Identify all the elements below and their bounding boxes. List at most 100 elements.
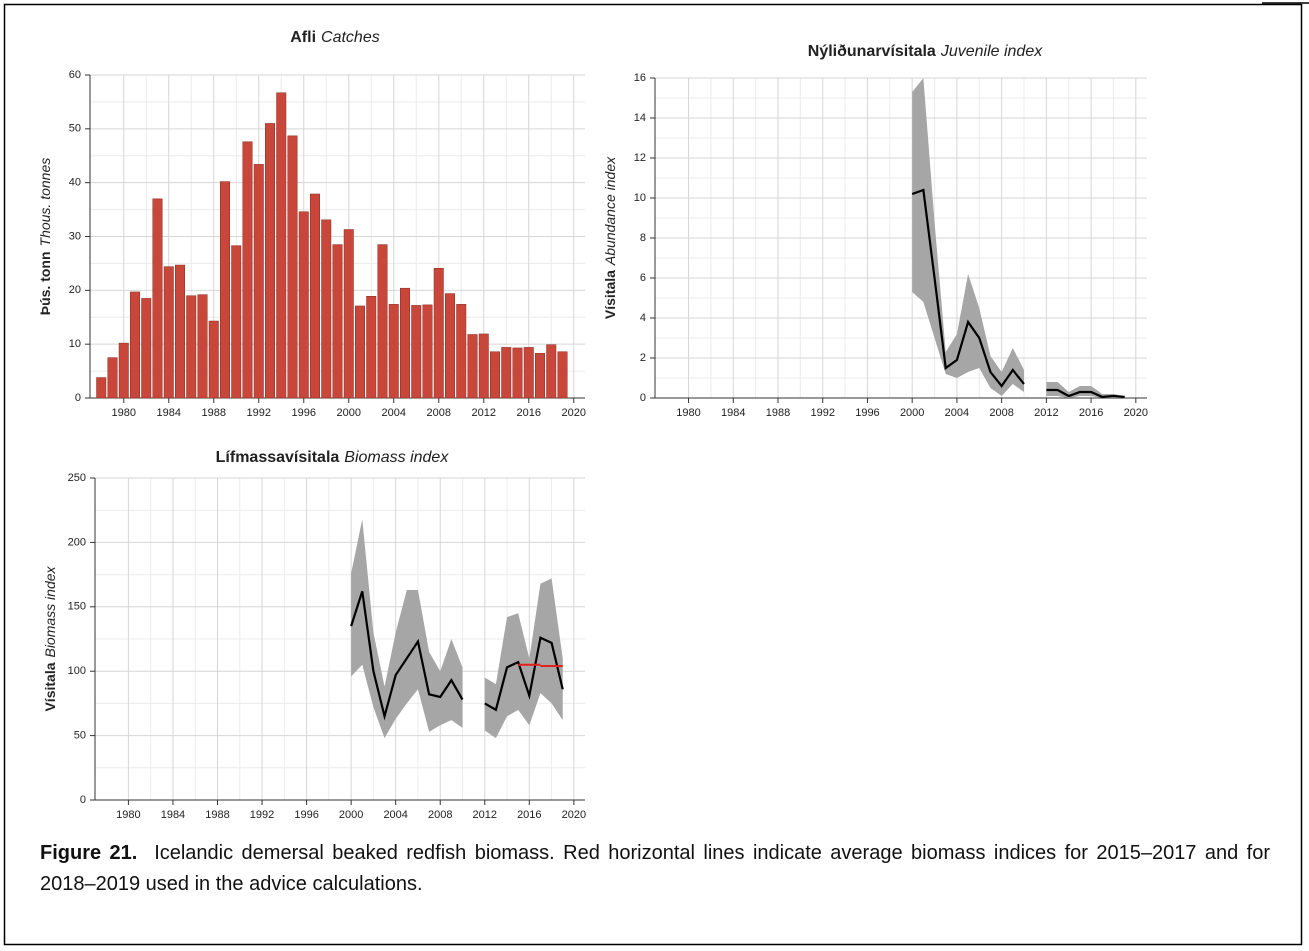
bar (186, 295, 197, 399)
x-tick-label: 2012 (473, 809, 497, 821)
bar (377, 244, 388, 399)
y-axis-label: Vísitala Biomass index (42, 565, 58, 711)
bar (557, 351, 568, 399)
bar (433, 268, 444, 399)
caption-text: Icelandic demersal beaked redfish biomas… (40, 842, 1270, 895)
chart-title: Lífmassavísitala Biomass index (216, 449, 450, 466)
x-tick-label: 1992 (250, 809, 274, 821)
bar (287, 135, 298, 399)
bar (107, 357, 118, 399)
y-axis-label-en: Abundance index (602, 156, 618, 266)
frame (3, 3, 1303, 946)
x-tick-label: 1988 (766, 407, 790, 419)
x-tick-label: 2020 (562, 407, 586, 419)
y-tick-label: 0 (640, 392, 646, 404)
bar (208, 320, 219, 399)
x-tick-label: 1984 (721, 407, 745, 419)
caption-label: Figure 21. (40, 842, 138, 864)
bar (253, 164, 264, 399)
confidence-band (351, 519, 463, 739)
confidence-band (484, 578, 563, 739)
y-tick-label: 60 (69, 69, 81, 81)
bar (422, 304, 433, 399)
bar (265, 123, 275, 399)
chart-title-en: Catches (321, 29, 380, 46)
x-tick-label: 2004 (383, 809, 407, 821)
x-tick-label: 1984 (161, 809, 185, 821)
y-axis-label-main: Vísitala (42, 662, 58, 711)
y-tick-label: 12 (634, 152, 646, 164)
bar (321, 219, 332, 399)
y-tick-label: 200 (68, 536, 86, 548)
chart-title: Nýliðunarvísitala Juvenile index (808, 43, 1043, 60)
y-tick-label: 10 (634, 192, 646, 204)
y-tick-label: 30 (69, 230, 81, 242)
x-tick-label: 2000 (900, 407, 924, 419)
bar (355, 305, 365, 399)
y-tick-label: 0 (75, 392, 81, 404)
bar (490, 351, 500, 399)
bar (141, 298, 152, 399)
y-tick-label: 50 (74, 730, 86, 742)
y-tick-label: 4 (640, 312, 646, 324)
bar (535, 353, 545, 399)
x-tick-label: 1980 (116, 809, 140, 821)
bar (231, 245, 242, 399)
y-tick-label: 250 (68, 472, 86, 484)
x-tick-label: 1988 (202, 407, 226, 419)
y-axis-label-en: Thous. tonnes (37, 158, 53, 247)
x-tick-label: 1996 (292, 407, 316, 419)
y-axis-label-main: Vísitala (602, 270, 618, 319)
bar (163, 266, 174, 399)
index-line (484, 636, 564, 712)
bar (175, 264, 185, 399)
y-tick-label: 50 (69, 123, 81, 135)
x-tick-label: 1988 (205, 809, 229, 821)
x-tick-label: 1980 (676, 407, 700, 419)
bar (512, 347, 523, 399)
x-tick-label: 2012 (1034, 407, 1058, 419)
y-axis-label-en: Biomass index (42, 565, 58, 657)
bar (276, 92, 287, 399)
bar (332, 244, 343, 399)
caption: Figure 21. Icelandic demersal beaked red… (40, 838, 1270, 900)
y-tick-label: 0 (80, 794, 86, 806)
bar (523, 347, 534, 399)
x-tick-label: 1992 (810, 407, 834, 419)
y-axis-label: Vísitala Abundance index (602, 156, 618, 319)
y-tick-label: 40 (69, 177, 81, 189)
x-tick-label: 1980 (112, 407, 136, 419)
y-tick-label: 20 (69, 284, 81, 296)
y-tick-label: 16 (634, 72, 646, 84)
x-tick-label: 2004 (945, 407, 969, 419)
x-tick-label: 1996 (294, 809, 318, 821)
bar (242, 141, 253, 399)
x-tick-label: 1992 (247, 407, 271, 419)
y-tick-label: 2 (640, 352, 646, 364)
y-tick-label: 150 (68, 601, 86, 613)
x-tick-label: 2008 (428, 809, 452, 821)
y-tick-label: 8 (640, 232, 646, 244)
index-line (350, 591, 464, 721)
chart-title-main: Afli (290, 29, 316, 46)
x-tick-label: 1984 (157, 407, 181, 419)
bar (152, 198, 163, 399)
bar (366, 296, 377, 399)
x-tick-label: 2020 (562, 809, 586, 821)
chart-title-main: Lífmassavísitala (216, 449, 340, 466)
bar (96, 377, 107, 399)
x-tick-label: 2012 (472, 407, 496, 419)
x-tick-label: 2008 (427, 407, 451, 419)
bar (546, 344, 557, 399)
bar (388, 304, 399, 399)
bar (400, 287, 410, 399)
x-tick-label: 2016 (517, 407, 541, 419)
bar (130, 291, 140, 399)
x-tick-label: 2020 (1124, 407, 1148, 419)
chart-title-main: Nýliðunarvísitala (808, 43, 936, 60)
bar (197, 294, 208, 399)
x-tick-label: 2016 (517, 809, 541, 821)
y-axis-label-main: Þús. tonn (37, 251, 53, 315)
bar (456, 304, 467, 399)
